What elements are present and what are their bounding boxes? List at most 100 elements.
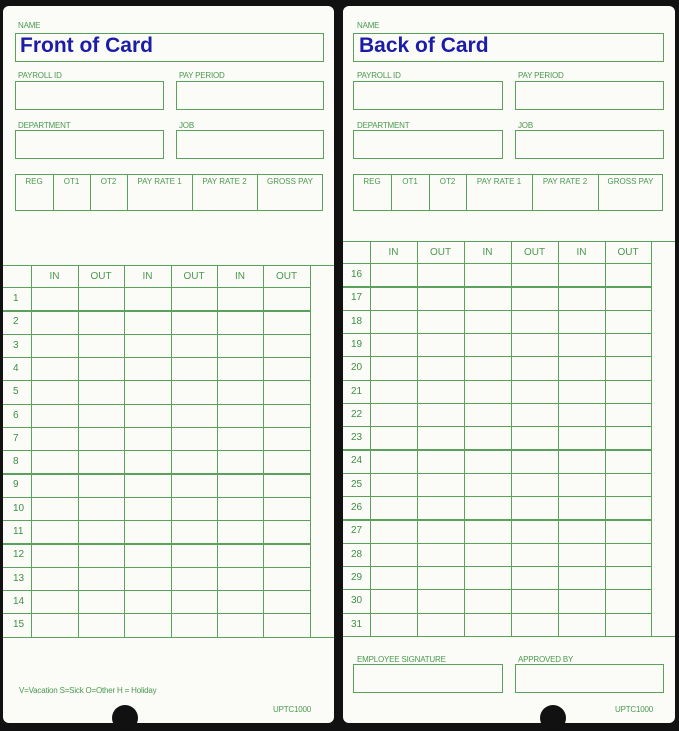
- name-field[interactable]: [353, 33, 664, 62]
- time-cell[interactable]: [218, 405, 263, 427]
- summary-cell[interactable]: OT1: [402, 177, 418, 186]
- time-cell[interactable]: [79, 381, 124, 403]
- time-cell[interactable]: [371, 427, 417, 449]
- time-cell[interactable]: [465, 497, 511, 519]
- time-cell[interactable]: [125, 335, 171, 357]
- time-cell[interactable]: [559, 614, 605, 636]
- time-cell[interactable]: [264, 474, 310, 496]
- time-cell[interactable]: [465, 474, 511, 496]
- time-cell[interactable]: [606, 427, 651, 449]
- summary-cell[interactable]: PAY RATE 1: [476, 177, 522, 186]
- time-cell[interactable]: [371, 567, 417, 589]
- time-cell[interactable]: [512, 311, 558, 333]
- time-cell[interactable]: [418, 474, 464, 496]
- time-cell[interactable]: [264, 568, 310, 590]
- time-cell[interactable]: [79, 544, 124, 566]
- employee-signature-field[interactable]: [353, 664, 503, 693]
- time-cell[interactable]: [79, 428, 124, 450]
- time-cell[interactable]: [559, 264, 605, 286]
- time-cell[interactable]: [512, 590, 558, 612]
- time-cell[interactable]: [465, 264, 511, 286]
- payroll-id-field[interactable]: [15, 81, 164, 110]
- time-cell[interactable]: [32, 591, 78, 613]
- time-cell[interactable]: [512, 427, 558, 449]
- summary-cell[interactable]: PAY RATE 1: [137, 177, 182, 186]
- time-cell[interactable]: [32, 521, 78, 543]
- time-cell[interactable]: [371, 614, 417, 636]
- time-cell[interactable]: [465, 404, 511, 426]
- time-cell[interactable]: [418, 450, 464, 472]
- time-cell[interactable]: [125, 311, 171, 333]
- time-cell[interactable]: [559, 381, 605, 403]
- time-cell[interactable]: [218, 498, 263, 520]
- time-cell[interactable]: [465, 614, 511, 636]
- time-cell[interactable]: [264, 405, 310, 427]
- time-cell[interactable]: [606, 404, 651, 426]
- time-cell[interactable]: [465, 544, 511, 566]
- time-cell[interactable]: [512, 614, 558, 636]
- time-cell[interactable]: [606, 520, 651, 542]
- time-cell[interactable]: [371, 590, 417, 612]
- time-cell[interactable]: [79, 498, 124, 520]
- payroll-id-field[interactable]: [353, 81, 503, 110]
- time-cell[interactable]: [264, 358, 310, 380]
- time-cell[interactable]: [371, 311, 417, 333]
- time-cell[interactable]: [264, 335, 310, 357]
- time-cell[interactable]: [125, 381, 171, 403]
- time-cell[interactable]: [606, 474, 651, 496]
- time-cell[interactable]: [606, 544, 651, 566]
- time-cell[interactable]: [418, 381, 464, 403]
- time-cell[interactable]: [264, 428, 310, 450]
- time-cell[interactable]: [79, 335, 124, 357]
- time-cell[interactable]: [606, 450, 651, 472]
- time-cell[interactable]: [32, 498, 78, 520]
- time-cell[interactable]: [32, 381, 78, 403]
- time-cell[interactable]: [371, 520, 417, 542]
- time-cell[interactable]: [465, 381, 511, 403]
- time-cell[interactable]: [465, 450, 511, 472]
- time-cell[interactable]: [512, 520, 558, 542]
- time-cell[interactable]: [371, 381, 417, 403]
- time-cell[interactable]: [32, 311, 78, 333]
- time-cell[interactable]: [418, 590, 464, 612]
- time-cell[interactable]: [79, 521, 124, 543]
- time-cell[interactable]: [371, 334, 417, 356]
- time-cell[interactable]: [512, 287, 558, 309]
- time-cell[interactable]: [512, 474, 558, 496]
- time-cell[interactable]: [418, 287, 464, 309]
- pay-period-field[interactable]: [176, 81, 324, 110]
- time-cell[interactable]: [606, 357, 651, 379]
- time-cell[interactable]: [264, 311, 310, 333]
- time-cell[interactable]: [218, 521, 263, 543]
- time-cell[interactable]: [465, 334, 511, 356]
- time-cell[interactable]: [418, 357, 464, 379]
- time-cell[interactable]: [32, 335, 78, 357]
- time-cell[interactable]: [125, 544, 171, 566]
- approved-by-field[interactable]: [515, 664, 664, 693]
- time-cell[interactable]: [264, 591, 310, 613]
- name-field[interactable]: [15, 33, 324, 62]
- time-cell[interactable]: [559, 287, 605, 309]
- time-cell[interactable]: [465, 567, 511, 589]
- pay-period-field[interactable]: [515, 81, 664, 110]
- department-field[interactable]: [15, 130, 164, 159]
- time-cell[interactable]: [418, 427, 464, 449]
- time-cell[interactable]: [512, 334, 558, 356]
- time-cell[interactable]: [465, 427, 511, 449]
- time-cell[interactable]: [606, 567, 651, 589]
- job-field[interactable]: [176, 130, 324, 159]
- time-cell[interactable]: [264, 381, 310, 403]
- time-cell[interactable]: [125, 568, 171, 590]
- time-cell[interactable]: [218, 544, 263, 566]
- time-cell[interactable]: [418, 311, 464, 333]
- time-cell[interactable]: [32, 358, 78, 380]
- time-cell[interactable]: [218, 451, 263, 473]
- time-cell[interactable]: [218, 428, 263, 450]
- time-cell[interactable]: [125, 498, 171, 520]
- time-cell[interactable]: [559, 357, 605, 379]
- time-cell[interactable]: [79, 568, 124, 590]
- time-cell[interactable]: [418, 544, 464, 566]
- time-cell[interactable]: [465, 520, 511, 542]
- time-cell[interactable]: [371, 450, 417, 472]
- summary-cell[interactable]: REG: [25, 177, 43, 186]
